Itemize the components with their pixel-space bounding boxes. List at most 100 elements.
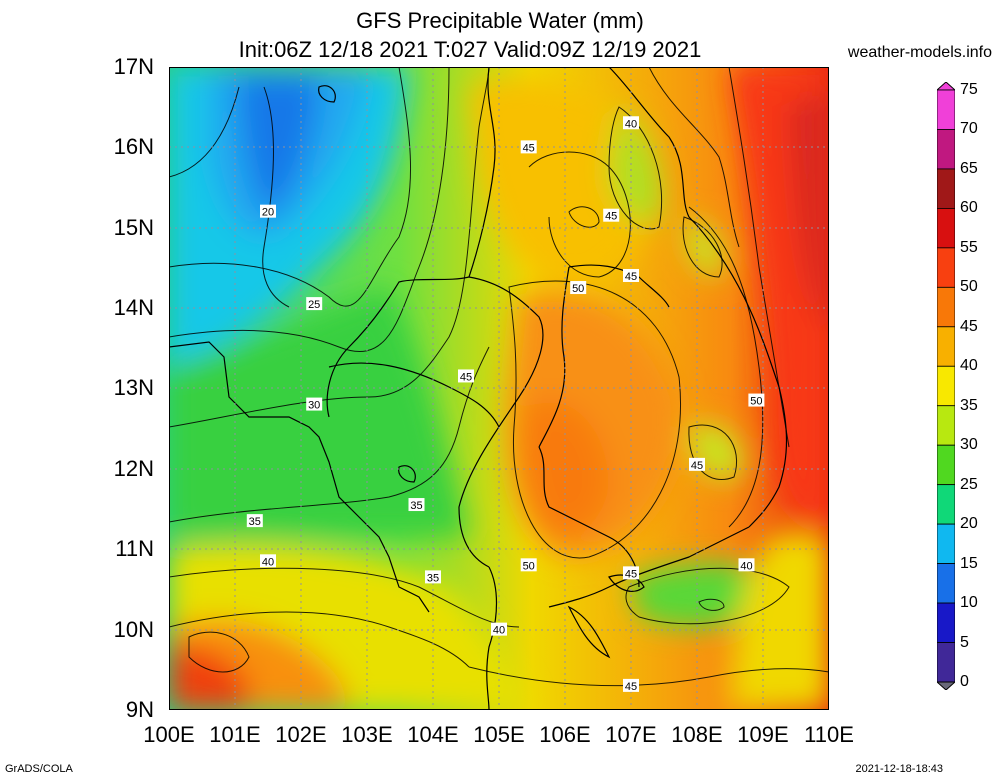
contour-label: 30 [306,397,323,412]
lon-label: 100E [143,722,195,747]
svg-text:25: 25 [308,299,320,311]
colorbar-bottom-arrow [937,681,955,690]
svg-text:40: 40 [262,556,274,568]
lon-label: 101E [209,722,261,747]
lon-label: 108E [671,722,723,747]
colorbar-label: 75 [960,81,978,98]
chart-subtitle: Init:06Z 12/18 2021 T:027 Valid:09Z 12/1… [238,37,702,62]
svg-text:45: 45 [625,271,637,283]
colorbar-swatch [937,326,955,367]
contour-lines [169,67,829,687]
svg-text:45: 45 [605,211,617,223]
colorbar-label: 0 [960,673,969,690]
lon-label: 105E [473,722,525,747]
lat-label: 15N [113,215,154,240]
precip-field [169,67,829,710]
colorbar-label: 45 [960,317,978,335]
svg-text:45: 45 [691,460,703,472]
lat-label: 16N [113,134,154,159]
colorbar-label: 5 [960,633,969,651]
contour-label: 35 [246,514,263,528]
colorbar-label: 35 [960,396,978,414]
lat-label: 10N [113,617,154,642]
contour-label: 45 [689,457,705,472]
svg-text:35: 35 [427,572,439,584]
colorbar-swatch [937,484,955,525]
contour-label: 35 [408,498,425,512]
svg-text:40: 40 [625,118,637,130]
colorbar-label: 65 [960,159,978,177]
lat-label: 14N [113,295,154,320]
svg-text:30: 30 [308,400,320,412]
svg-text:45: 45 [460,371,472,383]
colorbar-swatch [937,602,955,643]
colorbar-swatch [937,247,955,288]
lat-label: 13N [113,375,154,400]
site-name: weather-models.info [847,44,992,61]
lat-label: 12N [113,456,154,481]
contour-label: 50 [520,558,537,572]
map-frame [169,67,829,710]
colorbar-swatch [937,405,955,446]
contour-label: 45 [623,678,639,693]
lon-label: 110E [804,722,854,747]
colorbar-swatch [937,523,955,564]
colorbar-swatch [937,89,955,130]
colorbar-swatch [937,563,955,604]
colorbar-label: 15 [960,554,978,572]
svg-text:35: 35 [410,500,422,512]
svg-text:40: 40 [493,625,505,637]
contour-label: 45 [520,140,537,154]
colorbar-swatch [937,444,955,486]
footer-left: GrADS/COLA [5,763,73,775]
contour-label: 35 [425,570,441,584]
svg-text:45: 45 [523,142,535,154]
lat-label: 11N [115,536,154,561]
svg-text:35: 35 [249,516,261,528]
contour-label: 50 [748,393,765,408]
precipitable-water-map: 20 25 30 35 35 35 40 40 40 40 45 45 45 45 45 45 45 50 50 50 [169,67,829,710]
colorbar-swatch [937,208,955,249]
colorbar-swatch [937,642,955,683]
colorbar-label: 70 [960,120,978,138]
contour-labels: 20 25 30 35 35 35 40 40 40 40 45 45 45 45 45 45 45 50 50 50 [246,116,765,693]
contour-label: 45 [458,369,474,383]
contour-label: 45 [603,208,620,223]
chart-title: GFS Precipitable Water (mm) [356,8,644,33]
contour-label: 40 [738,558,755,572]
colorbar-label: 60 [960,199,978,217]
colorbar-top-arrow [937,82,955,91]
svg-text:50: 50 [750,396,762,408]
contour-label: 40 [623,116,639,130]
contour-label: 45 [623,268,639,283]
colorbar-label: 55 [960,238,978,256]
colorbar-label: 40 [960,357,978,375]
contour-label: 40 [491,622,507,637]
lat-label: 17N [113,54,154,79]
colorbar-swatch [937,365,955,407]
colorbar-label: 30 [960,436,978,454]
lon-label: 107E [605,722,657,747]
lon-label: 109E [737,722,789,747]
lon-label: 104E [407,722,459,747]
svg-text:45: 45 [625,681,637,693]
contour-label: 25 [306,297,323,311]
svg-text:50: 50 [572,283,584,295]
svg-text:20: 20 [262,207,274,219]
coastlines-borders [169,67,788,710]
colorbar-swatch [937,129,955,170]
colorbar-swatch [937,286,955,328]
contour-label: 20 [260,204,276,219]
colorbar-label: 10 [960,594,978,612]
footer-right: 2021-12-18-18:43 [855,763,943,775]
colorbar [937,82,955,690]
svg-text:45: 45 [625,568,637,580]
contour-label: 40 [260,554,276,568]
contour-label: 45 [623,566,639,580]
lon-label: 106E [539,722,591,747]
colorbar-swatch [937,168,955,209]
colorbar-label: 25 [960,475,978,493]
svg-text:40: 40 [740,560,752,572]
lat-label: 9N [125,697,154,722]
contour-label: 50 [570,281,587,295]
